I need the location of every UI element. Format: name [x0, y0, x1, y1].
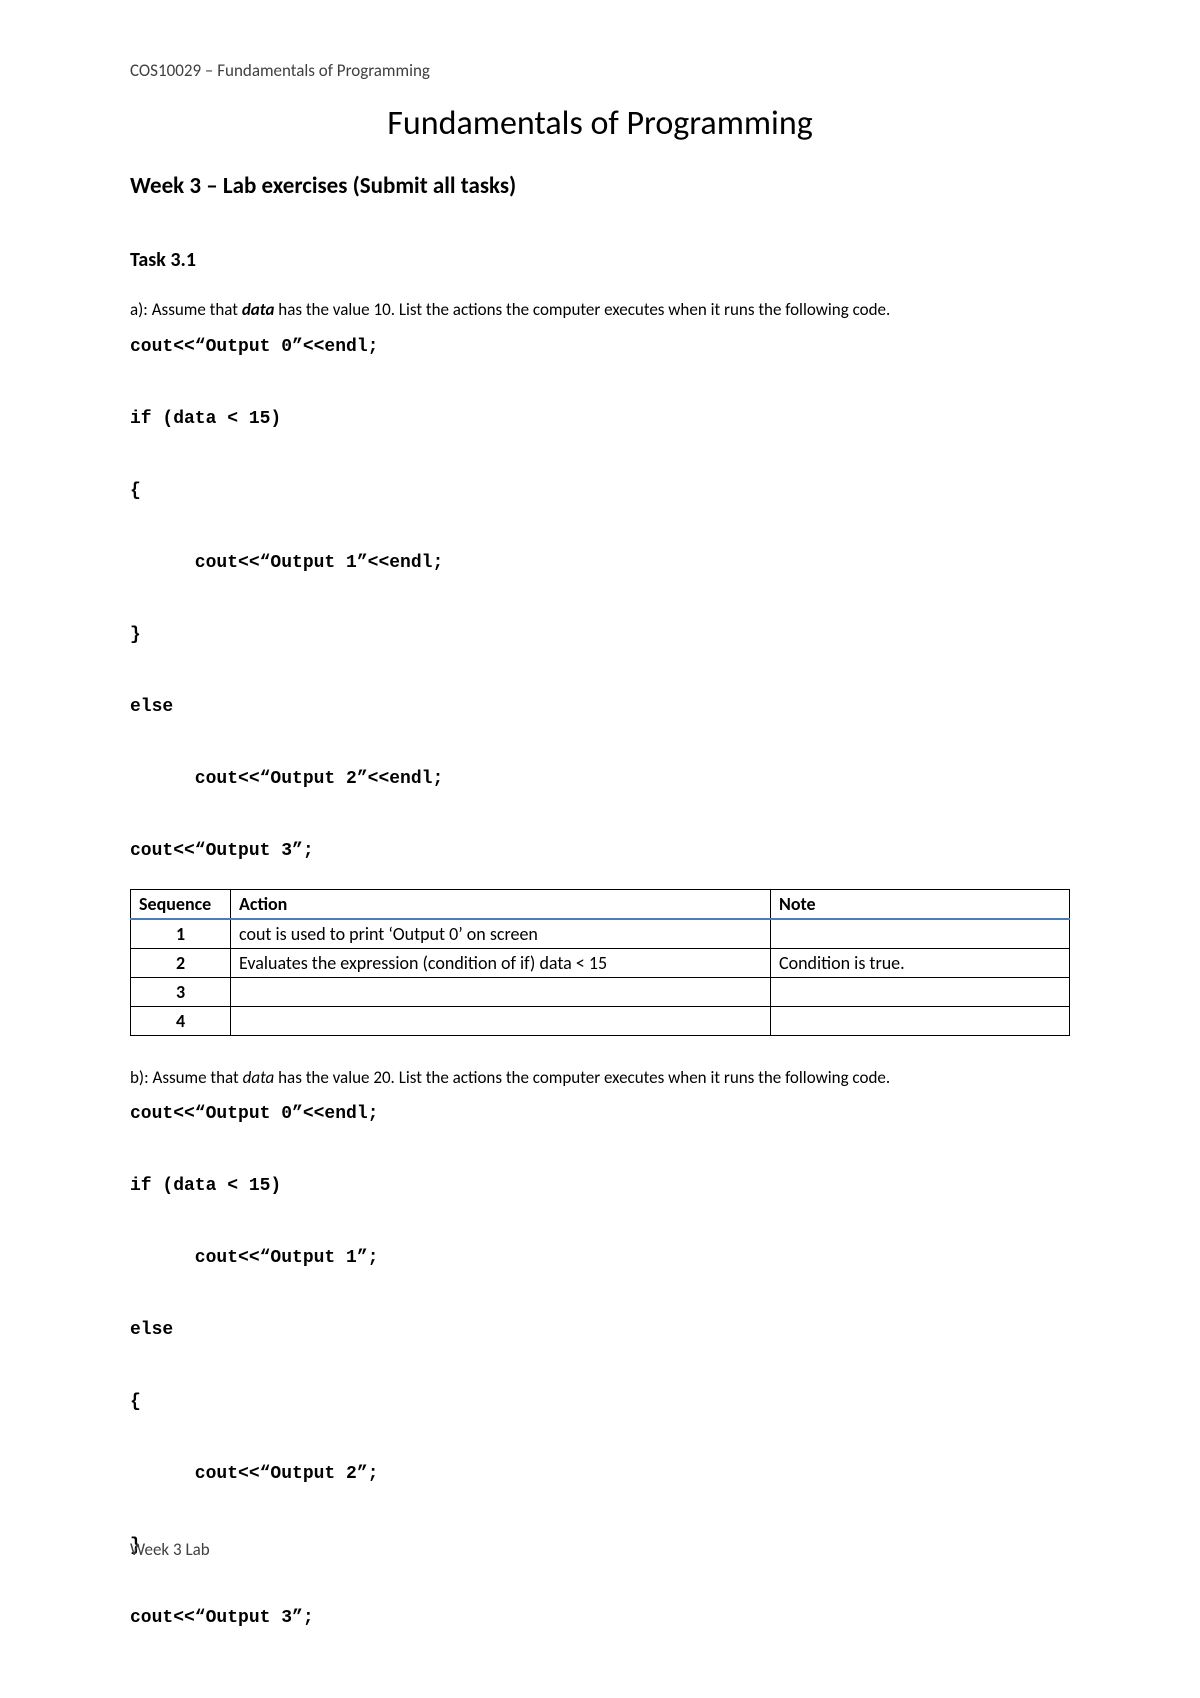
- cell-sequence: 1: [131, 919, 231, 949]
- cell-note: [771, 1006, 1070, 1035]
- week-subtitle: Week 3 – Lab exercises (Submit all tasks…: [130, 172, 1070, 200]
- part-a-intro-post: has the value 10. List the actions the c…: [274, 299, 890, 320]
- cell-action: cout is used to print ‘Output 0’ on scre…: [231, 919, 771, 949]
- part-a-intro-pre: Assume that: [148, 299, 242, 320]
- part-a-label: a):: [130, 299, 148, 320]
- footer-text: Week 3 Lab: [130, 1539, 210, 1560]
- page-container: COS10029 – Fundamentals of Programming F…: [0, 0, 1200, 1698]
- part-b-intro-italic: data: [243, 1067, 275, 1088]
- cell-action: Evaluates the expression (condition of i…: [231, 948, 771, 977]
- part-a-prompt: a): Assume that data has the value 10. L…: [130, 298, 1070, 323]
- col-header-action: Action: [231, 889, 771, 919]
- table-header-row: Sequence Action Note: [131, 889, 1070, 919]
- table-row: 1cout is used to print ‘Output 0’ on scr…: [131, 919, 1070, 949]
- cell-note: Condition is true.: [771, 948, 1070, 977]
- table-row: 2Evaluates the expression (condition of …: [131, 948, 1070, 977]
- cell-sequence: 4: [131, 1006, 231, 1035]
- part-b-intro-pre: Assume that: [149, 1067, 243, 1088]
- part-b-code: cout<<“Output 0”<<endl; if (data < 15) c…: [130, 1096, 1070, 1636]
- part-b-prompt: b): Assume that data has the value 20. L…: [130, 1066, 1070, 1091]
- part-a-code: cout<<“Output 0”<<endl; if (data < 15) {…: [130, 329, 1070, 869]
- part-b-intro-post: has the value 20. List the actions the c…: [274, 1067, 890, 1088]
- main-title: Fundamentals of Programming: [130, 103, 1070, 144]
- col-header-sequence: Sequence: [131, 889, 231, 919]
- cell-sequence: 3: [131, 977, 231, 1006]
- table-row: 4: [131, 1006, 1070, 1035]
- task-heading: Task 3.1: [130, 248, 1070, 272]
- cell-sequence: 2: [131, 948, 231, 977]
- cell-action: [231, 977, 771, 1006]
- actions-table-a: Sequence Action Note 1cout is used to pr…: [130, 889, 1070, 1036]
- table-row: 3: [131, 977, 1070, 1006]
- cell-note: [771, 977, 1070, 1006]
- cell-action: [231, 1006, 771, 1035]
- col-header-note: Note: [771, 889, 1070, 919]
- part-a-intro-bold: data: [242, 299, 275, 320]
- cell-note: [771, 919, 1070, 949]
- part-b-label: b):: [130, 1067, 149, 1088]
- course-header: COS10029 – Fundamentals of Programming: [130, 60, 1070, 81]
